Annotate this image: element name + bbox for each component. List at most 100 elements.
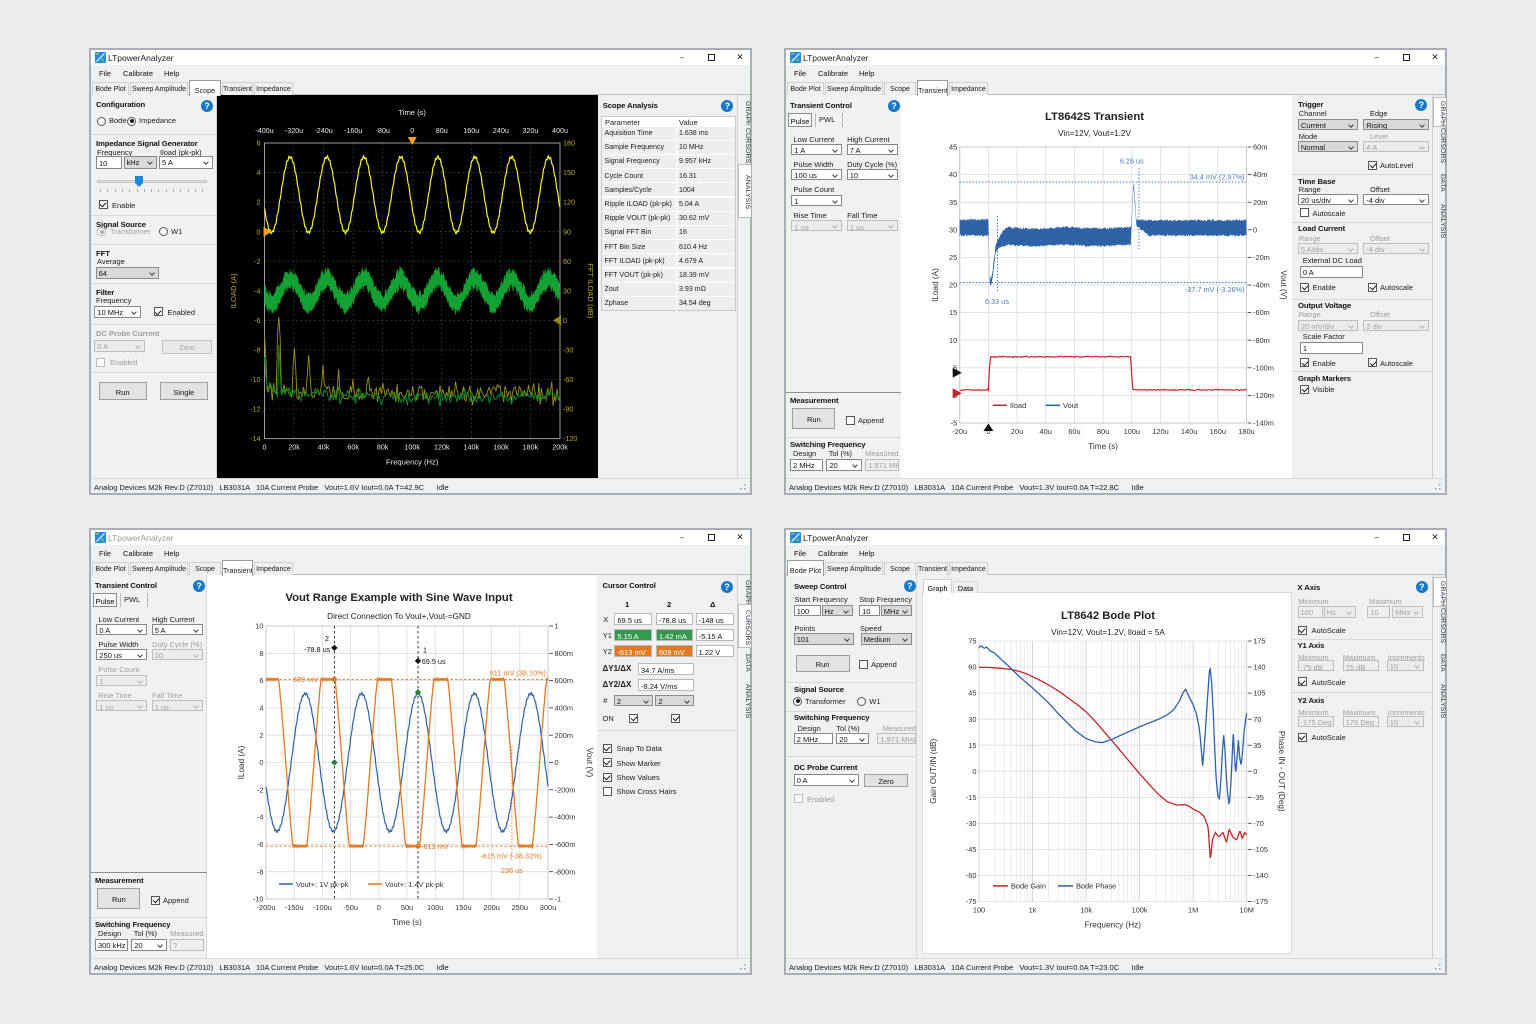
svg-text:600m: 600m [555,676,574,685]
svg-text:-100u: -100u [313,903,332,912]
svg-text:120u: 120u [1152,427,1168,436]
svg-text:150: 150 [563,168,575,177]
svg-text:-60: -60 [966,871,977,880]
svg-text:Vout (V): Vout (V) [1279,270,1288,300]
svg-text:0: 0 [259,758,263,767]
svg-text:90: 90 [563,227,571,236]
svg-text:-615 mV (-38.32%): -615 mV (-38.32%) [480,852,542,861]
svg-text:45: 45 [949,143,957,152]
svg-text:0: 0 [563,316,567,325]
svg-text:20m: 20m [1253,198,1267,207]
svg-text:35: 35 [1253,741,1261,750]
svg-text:8: 8 [259,649,263,658]
svg-text:180k: 180k [523,443,539,452]
svg-text:240u: 240u [493,126,509,135]
svg-text:-10: -10 [250,375,260,384]
svg-text:1k: 1k [1029,906,1037,915]
svg-text:Time (s): Time (s) [1088,442,1118,451]
svg-text:-150u: -150u [285,903,304,912]
svg-text:-400u: -400u [255,126,273,135]
svg-text:60: 60 [968,663,976,672]
svg-text:30: 30 [968,715,976,724]
svg-text:0: 0 [1253,767,1257,776]
svg-text:160u: 160u [463,126,479,135]
svg-text:FFT ILOAD (dB): FFT ILOAD (dB) [586,263,595,319]
svg-text:10: 10 [255,622,263,631]
svg-text:15: 15 [949,308,957,317]
svg-text:609 mV: 609 mV [293,675,318,684]
svg-text:LT8642S Transient: LT8642S Transient [1045,111,1144,123]
svg-text:180: 180 [563,139,575,148]
svg-text:80u: 80u [1097,427,1109,436]
svg-text:200m: 200m [555,731,574,740]
svg-text:100u: 100u [427,903,443,912]
svg-text:6.26 us: 6.26 us [1120,157,1144,166]
svg-text:-12: -12 [250,405,260,414]
svg-text:6: 6 [259,676,263,685]
svg-text:-20m: -20m [1253,253,1270,262]
svg-text:140u: 140u [1181,427,1197,436]
svg-text:160u: 160u [1210,427,1226,436]
svg-text:20: 20 [949,281,957,290]
svg-text:Frequency (Hz): Frequency (Hz) [1085,921,1142,930]
svg-text:0: 0 [410,126,414,135]
svg-text:-200u: -200u [257,903,276,912]
svg-text:60: 60 [563,257,571,266]
svg-text:-160u: -160u [344,126,362,135]
svg-text:60m: 60m [1253,143,1267,152]
svg-text:Vin=12V, Vout=1.2V: Vin=12V, Vout=1.2V [1058,129,1131,138]
svg-text:45: 45 [968,689,976,698]
svg-text:80k: 80k [377,443,389,452]
svg-text:-1: -1 [555,895,562,904]
svg-text:1: 1 [555,622,559,631]
svg-text:Vout: Vout [1063,401,1079,410]
svg-text:-8: -8 [254,346,260,355]
svg-text:30: 30 [563,286,571,295]
svg-text:-80u: -80u [376,126,390,135]
svg-text:140: 140 [1253,663,1265,672]
svg-text:40m: 40m [1253,170,1267,179]
svg-text:-4: -4 [257,813,264,822]
svg-text:5: 5 [953,363,957,372]
svg-text:400u: 400u [552,126,568,135]
svg-text:-90: -90 [563,405,573,414]
svg-text:2: 2 [325,634,329,643]
svg-text:2: 2 [257,198,261,207]
svg-text:LT8642 Bode Plot: LT8642 Bode Plot [1061,610,1155,622]
svg-text:400m: 400m [555,704,574,713]
svg-text:-45: -45 [966,845,977,854]
svg-text:Direct Connection To Vout+,Vou: Direct Connection To Vout+,Vout-=GND [327,612,471,621]
svg-text:-4: -4 [254,286,260,295]
svg-text:75: 75 [968,637,976,646]
svg-text:-800m: -800m [555,867,576,876]
svg-text:-80m: -80m [1253,336,1270,345]
svg-text:34.4 mV (2.97%): 34.4 mV (2.97%) [1190,173,1245,182]
svg-text:-120m: -120m [1253,391,1274,400]
svg-text:-37.7 mV (-3.26%): -37.7 mV (-3.26%) [1185,285,1245,294]
svg-text:Vout+: 1V pk-pk: Vout+: 1V pk-pk [296,880,349,889]
svg-text:Frequency (Hz): Frequency (Hz) [386,458,439,467]
svg-text:1M: 1M [1188,906,1198,915]
svg-text:20k: 20k [288,443,300,452]
svg-text:4: 4 [259,704,263,713]
svg-text:-5: -5 [951,419,958,428]
svg-text:40k: 40k [318,443,330,452]
svg-text:-75: -75 [966,897,977,906]
svg-text:25: 25 [949,253,957,262]
svg-text:-120: -120 [563,434,577,443]
svg-text:-600m: -600m [555,840,576,849]
svg-text:-6: -6 [254,316,260,325]
svg-text:-200m: -200m [555,785,576,794]
svg-text:30: 30 [949,225,957,234]
svg-text:-60: -60 [563,375,573,384]
svg-text:0: 0 [972,767,976,776]
svg-text:0: 0 [257,227,261,236]
svg-text:-60m: -60m [1253,308,1270,317]
svg-text:1: 1 [423,646,427,655]
svg-text:80u: 80u [436,126,448,135]
svg-text:180u: 180u [1238,427,1254,436]
svg-text:40: 40 [949,170,957,179]
svg-text:-2: -2 [257,785,264,794]
svg-text:100u: 100u [1124,427,1140,436]
svg-text:Phase IN - OUT (Deg): Phase IN - OUT (Deg) [1277,731,1286,812]
